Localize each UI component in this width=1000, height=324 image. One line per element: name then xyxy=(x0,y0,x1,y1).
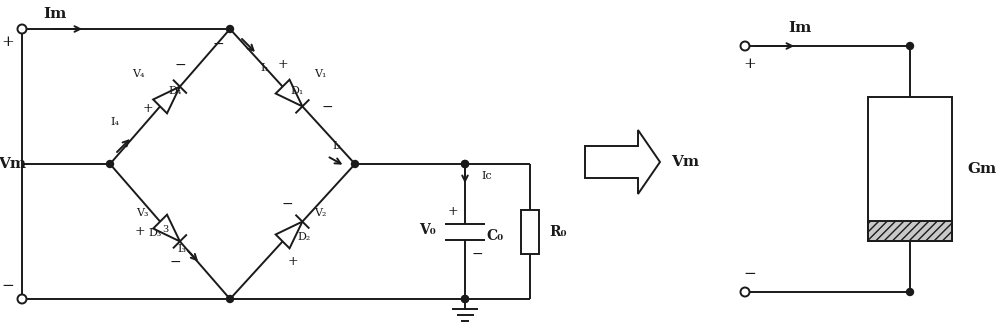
Circle shape xyxy=(18,26,26,32)
Text: −: − xyxy=(2,279,14,293)
Text: −: − xyxy=(169,254,181,269)
Text: +: + xyxy=(744,57,756,71)
Text: +: + xyxy=(287,255,298,268)
Circle shape xyxy=(462,295,469,303)
Text: −: − xyxy=(212,37,224,51)
Text: +: + xyxy=(277,58,288,71)
Text: +: + xyxy=(2,35,14,49)
Circle shape xyxy=(906,42,914,50)
Text: Ic: Ic xyxy=(482,171,492,181)
Circle shape xyxy=(462,160,469,168)
Circle shape xyxy=(226,295,233,303)
Circle shape xyxy=(18,295,26,304)
Text: D₄: D₄ xyxy=(168,87,182,97)
Circle shape xyxy=(740,287,750,296)
Text: Vm: Vm xyxy=(0,157,26,171)
Text: Im: Im xyxy=(43,7,67,21)
Text: D₁: D₁ xyxy=(291,87,304,97)
Text: −: − xyxy=(174,57,186,72)
Text: I₂: I₂ xyxy=(333,141,341,151)
Text: −: − xyxy=(471,247,483,260)
Text: Im: Im xyxy=(788,21,812,35)
Circle shape xyxy=(462,295,469,303)
Text: Gm: Gm xyxy=(967,162,997,176)
Text: 3: 3 xyxy=(162,225,168,234)
Text: D₂: D₂ xyxy=(298,232,311,241)
Text: +: + xyxy=(135,225,145,238)
Text: V₀: V₀ xyxy=(419,223,435,237)
Polygon shape xyxy=(585,130,660,194)
Text: −: − xyxy=(322,99,333,113)
Text: −: − xyxy=(282,196,293,211)
Text: I₁: I₁ xyxy=(260,64,269,74)
Circle shape xyxy=(740,41,750,51)
Text: I₃: I₃ xyxy=(177,245,186,254)
Bar xyxy=(521,210,539,253)
Bar xyxy=(868,221,952,241)
Text: Vm: Vm xyxy=(671,155,699,169)
Circle shape xyxy=(906,288,914,295)
Text: I₄: I₄ xyxy=(111,117,120,127)
Text: V₃: V₃ xyxy=(136,209,148,218)
Text: +: + xyxy=(143,102,153,115)
Text: R₀: R₀ xyxy=(549,225,567,238)
Bar xyxy=(868,97,952,241)
Text: V₂: V₂ xyxy=(314,209,327,218)
Text: C₀: C₀ xyxy=(486,229,504,244)
Circle shape xyxy=(226,26,233,32)
Circle shape xyxy=(18,25,26,33)
Circle shape xyxy=(462,160,469,168)
Circle shape xyxy=(352,160,358,168)
Text: −: − xyxy=(744,267,756,281)
Text: +: + xyxy=(448,205,458,218)
Circle shape xyxy=(106,160,114,168)
Text: D₃: D₃ xyxy=(148,228,162,238)
Text: V₄: V₄ xyxy=(132,70,144,79)
Text: V₁: V₁ xyxy=(314,70,327,79)
